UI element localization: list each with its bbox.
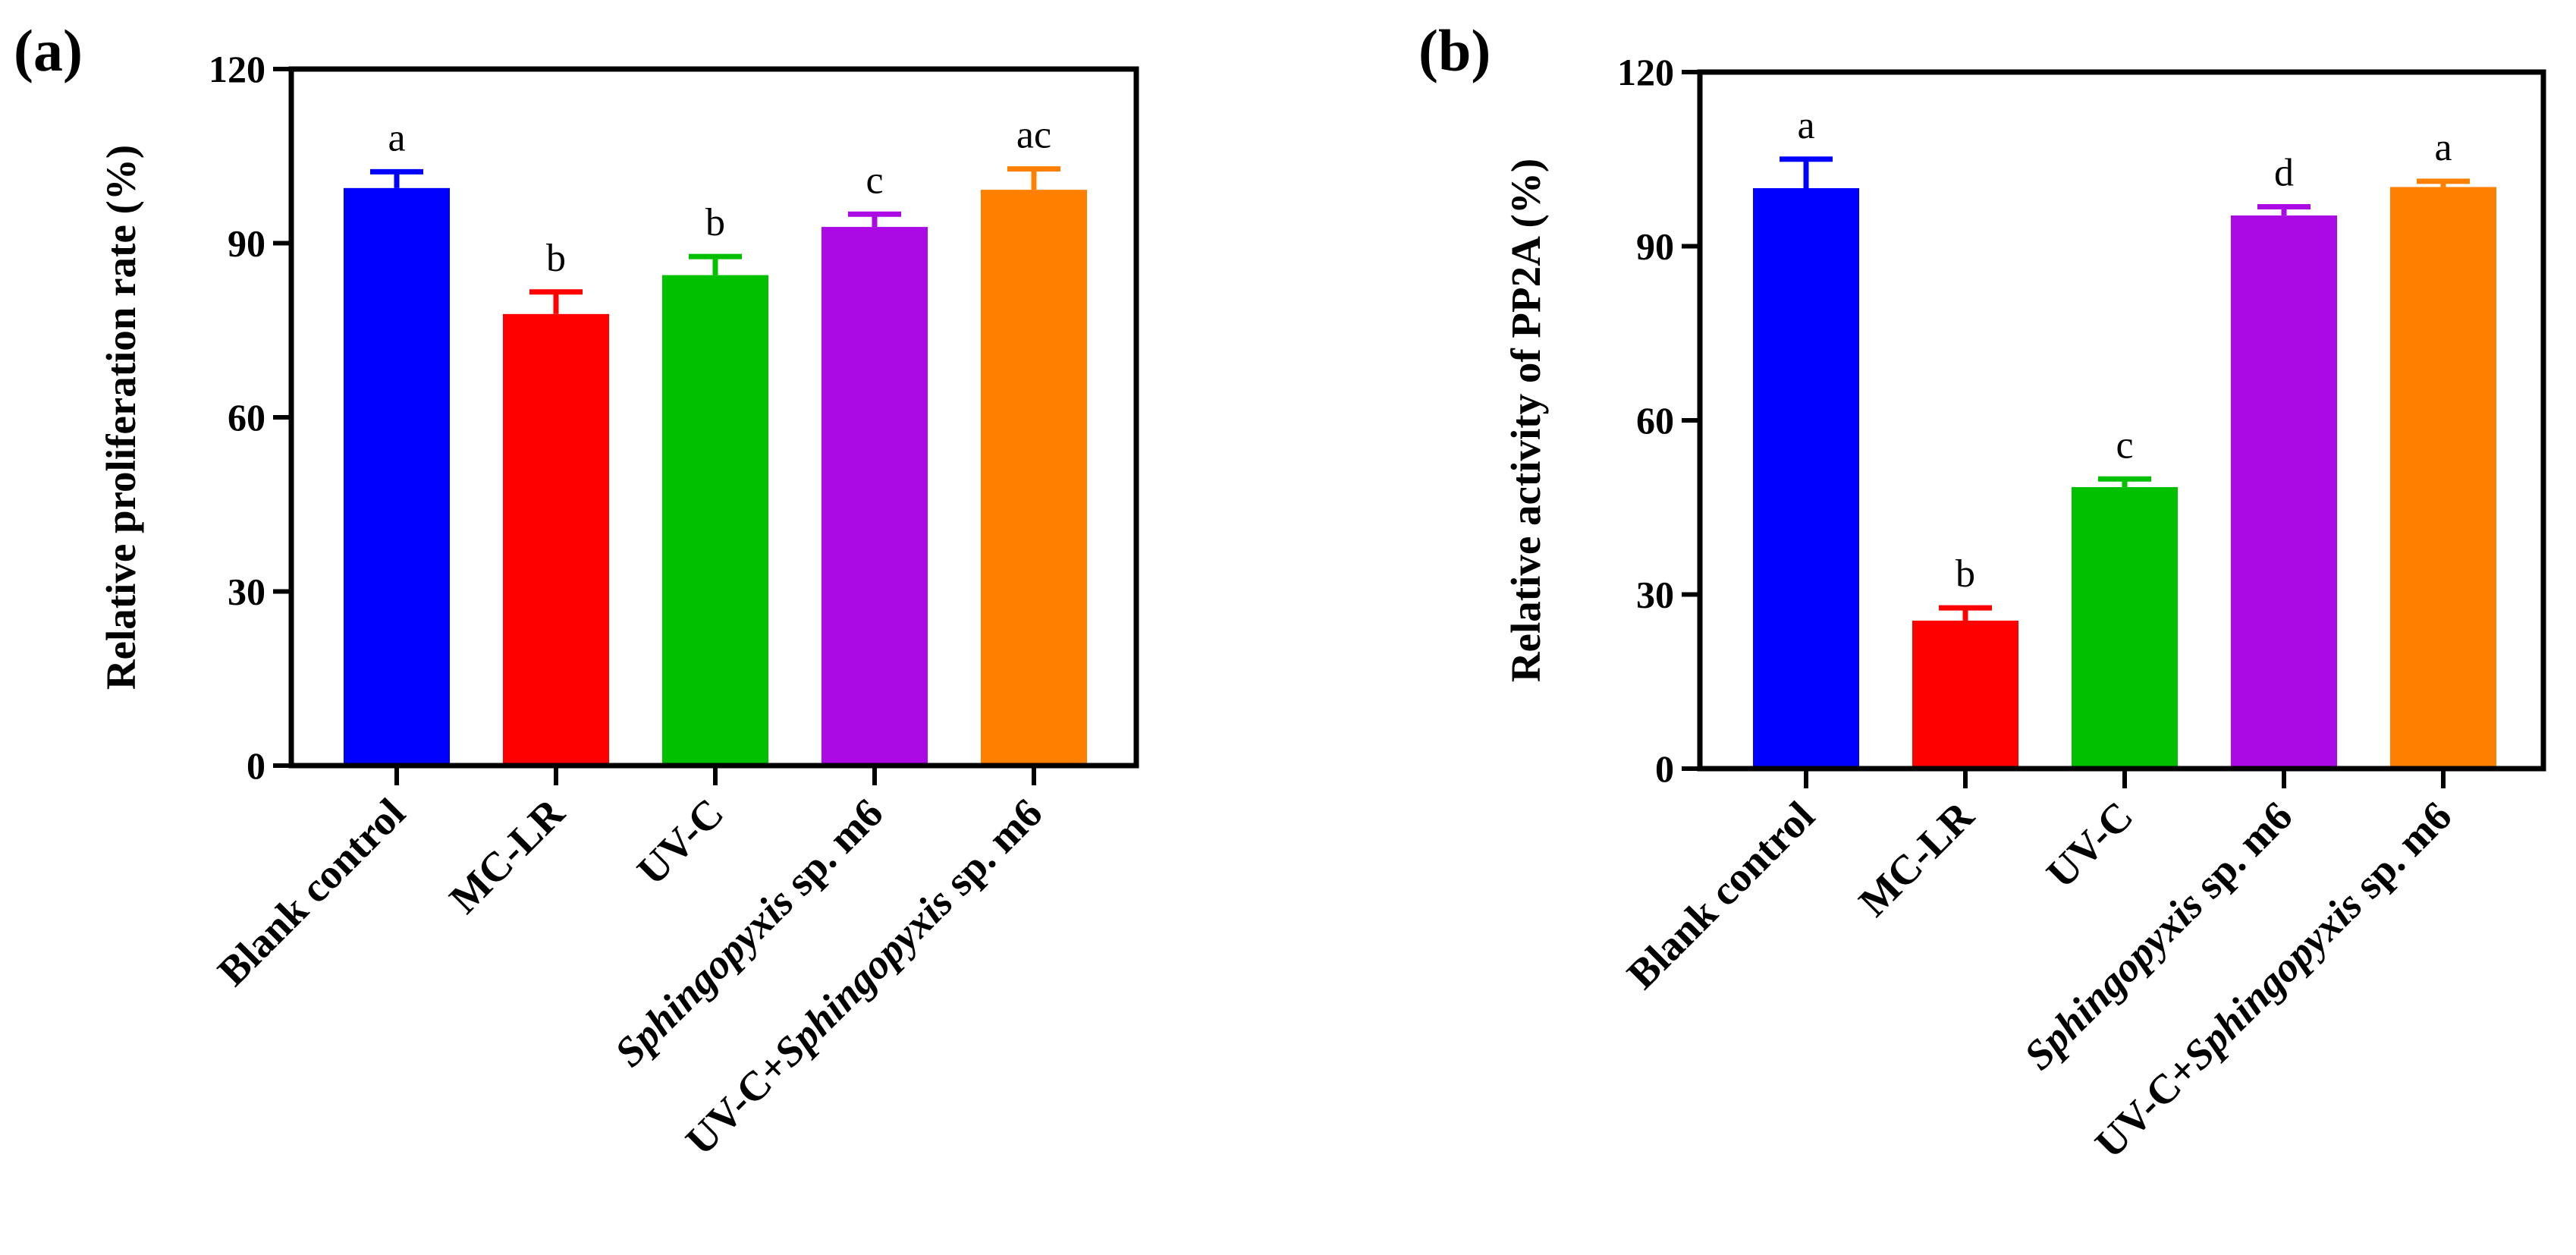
x-tick-label: Blank control [1618,792,1823,997]
significance-label: a [2434,126,2452,169]
x-tick-label: MC-LR [1850,791,1984,925]
bar [503,313,609,766]
x-tick-label: MC-LR [441,788,574,922]
panel-b: (b) Relative activity of PP2A (%) a b c d a 0 30… [1418,17,2546,1167]
y-tick-label: 0 [247,744,265,787]
bar [821,227,928,766]
significance-label: c [2116,423,2133,467]
bar [1753,188,1859,769]
x-tick-label: UV-C [628,789,732,893]
y-tick-label: 60 [228,396,265,439]
significance-label: b [1956,552,1975,596]
bar [2390,187,2496,769]
y-tick-label: 90 [1636,225,1674,268]
y-tick-label: 0 [1655,747,1674,790]
panel-label: (a) [14,17,83,83]
y-tick-label: 60 [1636,399,1674,442]
y-tick-label: 30 [228,571,265,613]
bar [2231,215,2337,769]
bar [662,275,768,766]
y-axis-title: Relative activity of PP2A (%) [1503,159,1549,682]
panel-a: (a) Relative proliferation rate (%) a b b c ac… [14,17,1139,1164]
x-tick-label: UV-C [2037,792,2141,896]
significance-label: ac [1016,114,1051,157]
significance-label: a [1797,104,1814,147]
y-tick-label: 90 [228,222,265,265]
significance-label: a [388,116,405,159]
significance-label: b [705,201,725,244]
bar [981,190,1087,766]
significance-label: b [546,237,566,280]
x-tick-label: Sphingopyxis sp. m6 [2015,792,2301,1078]
bar [2072,486,2178,769]
x-tick-label: Sphingopyxis sp. m6 [605,789,891,1075]
bar [1912,620,2018,769]
y-tick-label: 120 [1617,51,1674,93]
panel-label: (b) [1418,17,1491,83]
y-tick-label: 30 [1636,574,1674,616]
x-tick-label: Blank control [209,789,413,994]
bar [344,187,450,766]
y-axis-title: Relative proliferation rate (%) [98,145,144,690]
y-tick-label: 120 [209,48,265,90]
significance-label: d [2274,151,2294,194]
significance-label: c [865,159,883,202]
